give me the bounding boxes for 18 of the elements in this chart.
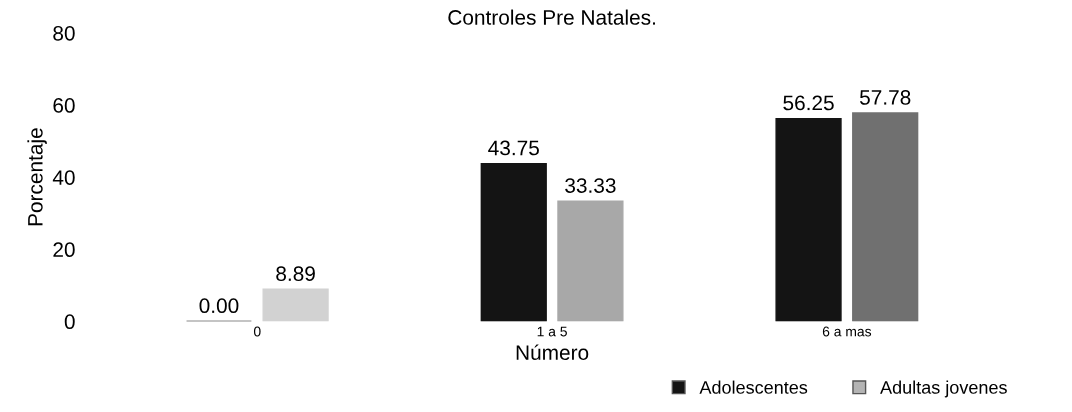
data-label: 8.89 xyxy=(276,266,315,282)
x-tick-label: 1 a 5 xyxy=(537,326,567,337)
data-label: 43.75 xyxy=(488,140,539,156)
x-tick-label: 0 xyxy=(253,326,261,337)
data-label: 33.33 xyxy=(565,178,616,193)
data-label: 56.25 xyxy=(783,95,834,111)
y-axis-title: Porcentaje xyxy=(27,128,47,226)
y-tick-label: 40 xyxy=(52,170,75,185)
chart-title: Controles Pre Natales. xyxy=(448,9,655,25)
legend-label: Adolescentes xyxy=(699,380,808,394)
data-label: 0.00 xyxy=(199,298,239,314)
data-label: 57.78 xyxy=(859,90,911,105)
y-tick-label: 20 xyxy=(53,242,75,258)
legend-label: Adultas jovenes xyxy=(880,380,1007,398)
x-tick-label: 6 a mas xyxy=(822,326,872,337)
y-tick-label: 60 xyxy=(53,98,75,113)
x-axis-title: Número xyxy=(516,344,589,361)
y-tick-label: 80 xyxy=(53,25,75,41)
